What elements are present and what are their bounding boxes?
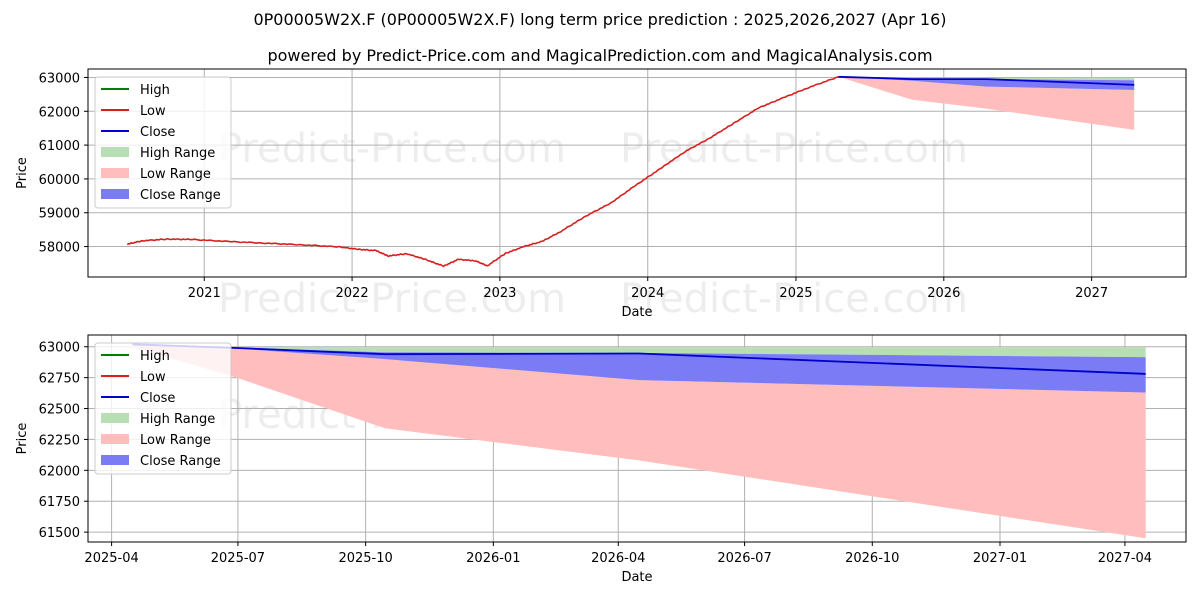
legend-label: High (140, 349, 170, 364)
y-tick-label: 58000 (39, 241, 80, 256)
plot-area (132, 343, 1146, 539)
x-tick-label: 2025-07 (211, 551, 265, 566)
y-tick-label: 62500 (39, 403, 80, 418)
chart-bottom: Predict-Price.comPredict-Price.com2025-0… (15, 334, 1187, 585)
x-tick-label: 2025-04 (84, 551, 138, 566)
watermark-text: Predict-Price.com (218, 126, 566, 172)
close-range-band (132, 344, 1146, 393)
y-axis-label: Price (15, 157, 30, 189)
legend-patch-swatch (101, 413, 129, 423)
x-tick-label: 2024 (631, 286, 664, 301)
axes-frame (87, 334, 1187, 543)
legend: High Low Close High Range Low Range Close Ran… (94, 342, 232, 475)
y-tick-label: 63000 (39, 341, 80, 356)
x-axis-label: Date (621, 305, 652, 320)
x-tick-label: 2023 (483, 286, 516, 301)
watermark-text: Predict-Price.com (620, 126, 968, 172)
low-range-band (838, 76, 1135, 130)
legend-label: Low Range (140, 433, 211, 448)
legend-patch-swatch (101, 189, 129, 199)
y-tick-label: 62750 (39, 372, 80, 387)
legend-label: High (140, 83, 170, 98)
legend-patch-swatch (101, 168, 129, 178)
legend-label: Low (140, 104, 166, 119)
y-tick-label: 62000 (39, 464, 80, 479)
x-tick-label: 2025 (779, 286, 812, 301)
y-tick-label: 59000 (39, 207, 80, 222)
x-tick-label: 2022 (336, 286, 369, 301)
x-tick-label: 2026-07 (717, 551, 771, 566)
x-axis-label: Date (621, 570, 652, 585)
y-tick-label: 62250 (39, 433, 80, 448)
plot-area (126, 75, 1135, 268)
legend-label: Low (140, 370, 166, 385)
x-tick-label: 2027 (1075, 286, 1108, 301)
x-tick-label: 2025-10 (338, 551, 392, 566)
legend-label: Close Range (140, 454, 221, 469)
legend-patch-swatch (101, 147, 129, 157)
y-axis-label: Price (15, 423, 30, 455)
axes-frame (87, 68, 1187, 278)
y-tick-label: 61500 (39, 526, 80, 541)
x-tick-label: 2021 (188, 286, 221, 301)
x-tick-label: 2026-10 (845, 551, 899, 566)
low-range-band (132, 344, 1146, 539)
legend-patch-swatch (101, 455, 129, 465)
legend-label: Close (140, 391, 175, 406)
high-range-band (132, 344, 1146, 358)
legend-label: High Range (140, 412, 215, 427)
y-tick-label: 61750 (39, 495, 80, 510)
x-tick-label: 2026-01 (466, 551, 520, 566)
x-tick-label: 2027-01 (973, 551, 1027, 566)
close-forecast-line (838, 75, 1135, 86)
chart-top: Predict-Price.com Predict-Price.com Predic… (15, 68, 1187, 322)
watermark-text: Predict-Price.com (218, 276, 566, 322)
y-tick-label: 63000 (39, 71, 80, 86)
legend-label: Close Range (140, 188, 221, 203)
low-price-line (126, 76, 839, 268)
chart-title: 0P00005W2X.F (0P00005W2X.F) long term pr… (253, 10, 947, 29)
watermark-text: Predict-Price.com (620, 276, 968, 322)
y-tick-label: 62000 (39, 105, 80, 120)
legend: High Low Close High Range Low Range Close Ran… (94, 76, 232, 209)
close-range-band (838, 76, 1135, 90)
y-tick-label: 60000 (39, 173, 80, 188)
y-tick-label: 61000 (39, 139, 80, 154)
legend-label: Close (140, 125, 175, 140)
legend-patch-swatch (101, 434, 129, 444)
x-tick-label: 2026-04 (591, 551, 645, 566)
x-tick-label: 2026 (927, 286, 960, 301)
legend-label: High Range (140, 146, 215, 161)
chart-subtitle: powered by Predict-Price.com and Magical… (267, 46, 933, 65)
x-tick-label: 2027-04 (1098, 551, 1152, 566)
legend-label: Low Range (140, 167, 211, 182)
